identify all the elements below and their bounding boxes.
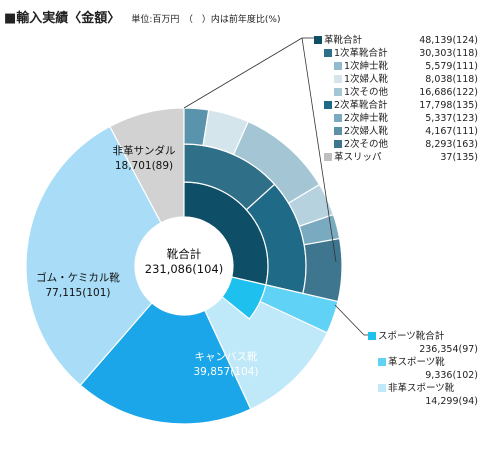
legend-label: 1次婦人靴 <box>344 74 389 85</box>
legend-value: 4,167(111) <box>425 126 478 137</box>
legend-value: 5,337(123) <box>425 113 478 124</box>
legend-item: 革靴合計 48,139(124) <box>314 34 478 47</box>
legend-item: 革スリッパ 37(135) <box>314 151 478 164</box>
legend-item: 2次紳士靴 5,337(123) <box>314 112 478 125</box>
legend-label: 1次その他 <box>344 87 389 98</box>
legend-label: 1次革靴合計 <box>334 48 388 59</box>
legend-swatch <box>334 140 342 148</box>
leader-line-leather-left <box>183 37 303 109</box>
legend-item: 1次その他 16,686(122) <box>314 86 478 99</box>
legend-label: 2次その他 <box>344 139 389 150</box>
slices-layer <box>25 107 343 425</box>
legend-swatch <box>334 114 342 122</box>
legend-sports-value: 9,336(102) <box>425 370 478 381</box>
slice-sports-leather <box>259 284 339 334</box>
legend-sports-item: 革スポーツ靴 <box>368 356 478 369</box>
legend-value: 37(135) <box>440 152 478 163</box>
legend-label: 革スリッパ <box>334 152 382 163</box>
legend-sports-swatch <box>368 332 376 340</box>
legend-value: 5,579(111) <box>425 61 478 72</box>
legend-item: 2次革靴合計 17,798(135) <box>314 99 478 112</box>
legend-value: 16,686(122) <box>419 87 478 98</box>
center-value: 231,086(104) <box>145 262 223 276</box>
rubber-label: ゴム・ケミカル靴 <box>36 271 120 284</box>
legend-label: 1次紳士靴 <box>344 61 389 72</box>
legend-value: 17,798(135) <box>419 100 478 111</box>
legend-swatch <box>314 36 322 44</box>
canvas-value: 39,857(104) <box>194 366 259 378</box>
legend-sports-value: 236,354(97) <box>419 344 478 355</box>
legend-swatch <box>324 49 332 57</box>
legend-sports-swatch <box>378 358 386 366</box>
legend-sports-swatch <box>378 384 386 392</box>
legend-swatch <box>334 127 342 135</box>
chart-subtitle: 単位:百万円 （ ）内は前年度比(%) <box>131 15 281 25</box>
legend-value: 30,303(118) <box>419 48 478 59</box>
legend-swatch <box>324 153 332 161</box>
legend-value: 8,038(118) <box>425 74 478 85</box>
chart-title-block: ■輸入実績〈金額〉 単位:百万円 （ ）内は前年度比(%) <box>4 7 281 26</box>
leader-lines <box>183 37 368 336</box>
legend-swatch <box>324 101 332 109</box>
rubber-value: 77,115(101) <box>46 287 111 299</box>
legend-swatch <box>334 75 342 83</box>
legend-label: 2次革靴合計 <box>334 100 388 111</box>
legend-value: 8,293(163) <box>425 139 478 150</box>
sandal-label: 非革サンダル <box>113 144 176 157</box>
legend-sports-value-row: 9,336(102) <box>368 369 478 382</box>
legend-label: 革靴合計 <box>324 35 363 46</box>
legend-item: 1次革靴合計 30,303(118) <box>314 47 478 60</box>
center-hole <box>135 217 233 315</box>
legend-label: 2次紳士靴 <box>344 113 389 124</box>
leader-line-sports <box>334 304 365 336</box>
legend-swatch <box>334 62 342 70</box>
legend-item: 1次紳士靴 5,579(111) <box>314 60 478 73</box>
legend-item: 1次婦人靴 8,038(118) <box>314 73 478 86</box>
legend-value: 48,139(124) <box>419 35 478 46</box>
leader-line-leather-right <box>301 37 337 263</box>
sandal-value: 18,701(89) <box>115 160 173 172</box>
legend-swatch <box>334 88 342 96</box>
chart-title: ■輸入実績〈金額〉 <box>4 11 121 26</box>
legend-sports-item: スポーツ靴合計 <box>368 330 478 343</box>
legend-item: 2次婦人靴 4,167(111) <box>314 125 478 138</box>
canvas-label: キャンバス靴 <box>195 350 258 363</box>
legend-sports-label: 革スポーツ靴 <box>388 357 445 368</box>
legend-sports-value-row: 236,354(97) <box>368 343 478 356</box>
legend-label: 2次婦人靴 <box>344 126 389 137</box>
legend-sports-label: 非革スポーツ靴 <box>388 383 455 394</box>
legend-sports-value-row: 14,299(94) <box>368 395 478 408</box>
legend-sports-value: 14,299(94) <box>425 396 478 407</box>
legend-item: 2次その他 8,293(163) <box>314 138 478 151</box>
sports-legend: スポーツ靴合計 236,354(97) 革スポーツ靴 9,336(102) 非革スポーツ… <box>368 330 478 408</box>
leather-legend: 革靴合計 48,139(124) 1次革靴合計 30,303(118) 1次紳士靴 5,5… <box>314 34 478 164</box>
center-label: 靴合計 <box>167 247 202 261</box>
legend-sports-item: 非革スポーツ靴 <box>368 382 478 395</box>
slice-leather-2-other <box>302 237 343 303</box>
legend-sports-label: スポーツ靴合計 <box>378 331 445 342</box>
